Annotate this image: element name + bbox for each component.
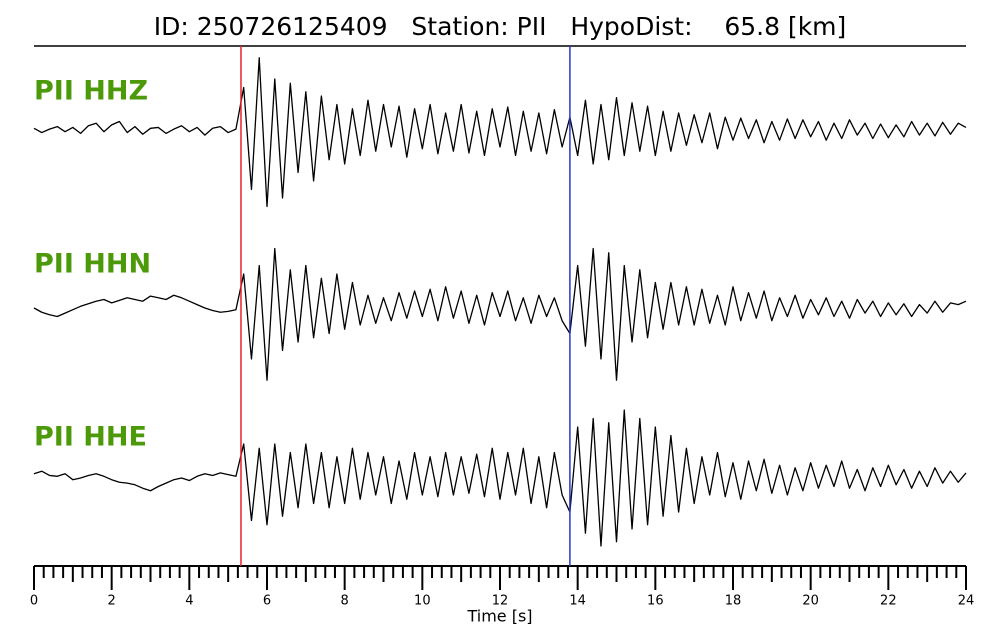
chart-title: ID: 250726125409 Station: PII HypoDist: … [154,12,847,41]
x-tick-label: 24 [958,594,975,609]
trace-label: PII HHN [34,249,151,280]
x-tick-label: 20 [802,594,819,609]
trace-label: PII HHZ [34,76,148,107]
x-tick-label: 4 [185,594,193,609]
trace-label: PII HHE [34,422,147,453]
x-tick-label: 8 [341,594,349,609]
x-axis-label: Time [s] [466,607,532,626]
x-tick-label: 18 [725,594,742,609]
x-tick-label: 10 [414,594,431,609]
x-tick-label: 0 [30,594,38,609]
waveform [33,247,967,381]
x-tick-label: 12 [492,594,509,609]
x-tick-label: 14 [569,594,586,609]
x-tick-label: 16 [647,594,664,609]
waveform [33,57,967,208]
x-tick-label: 2 [108,594,116,609]
waveform [33,409,967,547]
x-tick-label: 6 [263,594,271,609]
x-tick-label: 22 [880,594,897,609]
